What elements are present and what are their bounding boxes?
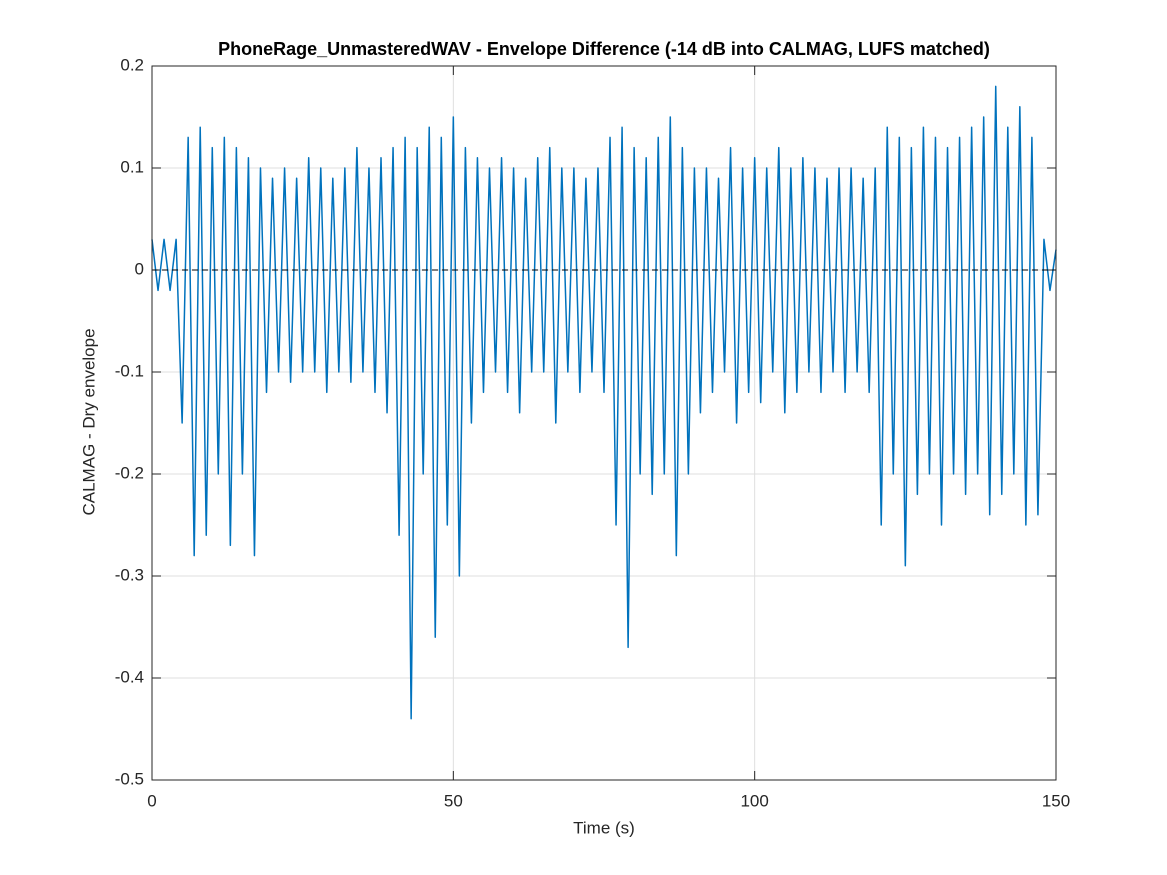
x-tick-label: 0	[147, 791, 156, 810]
axes-box	[151, 65, 1057, 781]
y-tick-label: -0.2	[115, 463, 144, 482]
y-tick-label: 0.2	[120, 55, 144, 74]
x-axis-label: Time (s)	[573, 818, 635, 837]
y-tick-label: 0	[135, 259, 144, 278]
x-tick-label: 50	[444, 791, 463, 810]
y-tick-label: -0.1	[115, 361, 144, 380]
y-tick-label: -0.3	[115, 565, 144, 584]
chart-title: PhoneRage_UnmasteredWAV - Envelope Diffe…	[218, 39, 990, 59]
y-tick-label: -0.5	[115, 769, 144, 788]
y-tick-label: -0.4	[115, 667, 144, 686]
x-tick-label: 100	[740, 791, 768, 810]
y-axis-label: CALMAG - Dry envelope	[79, 328, 98, 515]
y-tick-label: 0.1	[120, 157, 144, 176]
data-line	[151, 85, 1057, 720]
x-tick-label: 150	[1042, 791, 1070, 810]
